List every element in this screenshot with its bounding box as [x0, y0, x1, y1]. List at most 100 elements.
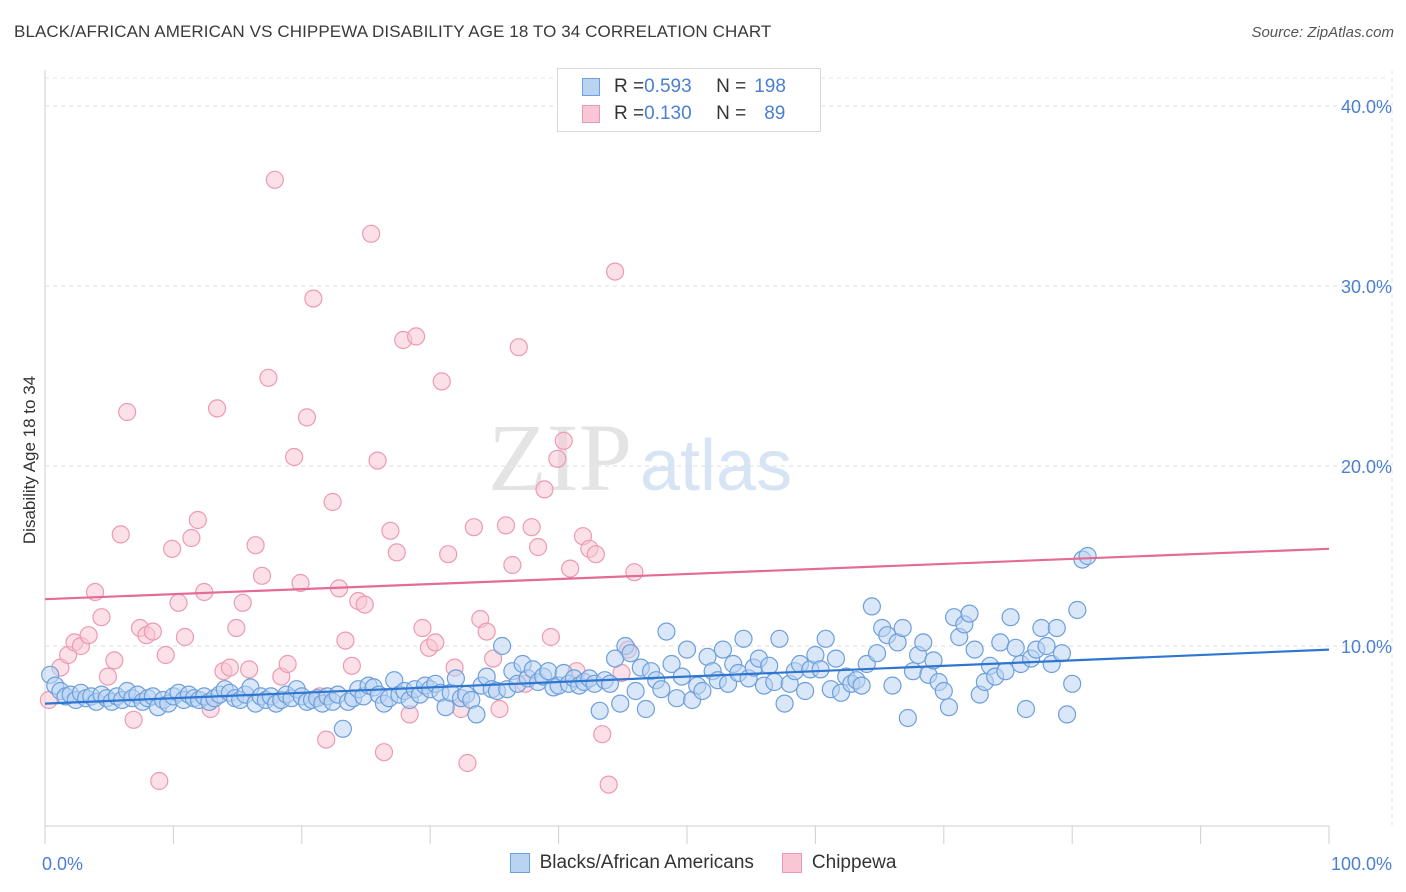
chippewa-point: [92, 608, 111, 627]
legend-item-chippewa: Chippewa: [781, 852, 896, 874]
black-point: [621, 644, 640, 663]
chippewa-point: [554, 431, 573, 450]
chippewa-point: [150, 771, 169, 791]
black-point: [1047, 618, 1066, 638]
black-point: [693, 681, 712, 701]
chippewa-point: [387, 543, 406, 562]
black-point: [934, 681, 953, 701]
chippewa-point: [233, 593, 252, 612]
black-point: [816, 629, 835, 648]
chippewa-point: [143, 622, 162, 641]
y-tick-label: 10.0%: [1341, 637, 1392, 657]
black-point: [765, 672, 784, 692]
y-tick-label: 20.0%: [1341, 457, 1392, 477]
black-point: [677, 640, 697, 659]
chippewa-point: [458, 753, 477, 773]
black-point: [636, 699, 656, 719]
black-point: [333, 719, 352, 738]
trend-line-black: [44, 648, 1330, 705]
chippewa-point: [220, 658, 239, 677]
black-point: [1037, 636, 1056, 656]
chippewa-point: [118, 402, 137, 422]
chippewa-point: [561, 559, 580, 578]
black-point: [965, 640, 984, 659]
black-point: [446, 669, 465, 688]
black-point: [657, 622, 676, 641]
black-point: [770, 629, 789, 648]
black-point: [611, 694, 630, 713]
chippewa-point: [432, 372, 451, 391]
source-credit: Source: ZipAtlas.com: [1251, 24, 1394, 41]
chippewa-point: [246, 536, 265, 555]
chippewa-point: [291, 573, 310, 593]
legend-row-black: R = 0.593 N = 198: [582, 75, 786, 99]
chippewa-point: [175, 627, 195, 647]
chippewa-point: [169, 593, 188, 612]
chippewa-point: [317, 730, 336, 749]
watermark: ZIP atlas: [488, 404, 792, 511]
chippewa-point: [599, 775, 618, 794]
tick-labels: 10.0% 20.0% 30.0% 40.0% 0.0% 100.0%: [42, 97, 1392, 874]
chippewa-point: [586, 545, 605, 564]
legend-n-value: 198: [754, 76, 786, 97]
black-point: [626, 681, 645, 701]
black-point: [1052, 644, 1072, 663]
black-point: [600, 674, 620, 693]
black-point: [796, 681, 815, 701]
chippewa-point: [297, 408, 317, 427]
black-point: [1032, 618, 1051, 638]
chart-title: BLACK/AFRICAN AMERICAN VS CHIPPEWA DISAB…: [14, 22, 772, 41]
black-point: [996, 662, 1015, 681]
black-point: [1078, 546, 1097, 566]
black-point: [1016, 699, 1036, 719]
black-point: [734, 629, 753, 648]
chippewa-point: [503, 555, 522, 575]
legend-r-label: R =: [614, 103, 645, 124]
black-point: [713, 640, 733, 659]
black-point: [1063, 674, 1082, 693]
chippewa-point: [528, 537, 548, 557]
chippewa-point: [98, 667, 118, 686]
black-point: [867, 644, 887, 663]
chippewa-point: [439, 545, 458, 564]
chippewa-point: [490, 699, 509, 719]
chippewa-point: [105, 651, 124, 670]
watermark-atlas: atlas: [640, 426, 792, 506]
chippewa-point: [259, 368, 278, 387]
chippewa-point: [188, 510, 207, 530]
chippewa-point: [368, 451, 387, 470]
chippewa-point: [336, 631, 355, 650]
chippewa-point: [156, 645, 175, 665]
chippewa-point: [535, 480, 554, 499]
black-point: [883, 676, 902, 695]
black-point: [662, 654, 681, 674]
chippewa-point: [207, 399, 227, 418]
legend-swatch-black: [582, 78, 600, 96]
chippewa-point: [374, 743, 394, 762]
legend-n-label: N =: [716, 76, 747, 97]
black-point: [760, 656, 779, 675]
black-point: [893, 618, 912, 638]
legend-n-value: 89: [764, 103, 786, 124]
chippewa-point: [362, 224, 381, 243]
black-point: [960, 604, 979, 623]
chippewa-point: [605, 262, 625, 281]
black-point: [939, 698, 959, 717]
chippewa-point: [252, 566, 272, 585]
black-point: [1057, 705, 1077, 724]
legend-swatch-chippewa: [582, 105, 600, 123]
legend-row-chippewa: R = 0.130 N = 89: [582, 102, 785, 126]
x-tick-label: 100.0%: [1331, 854, 1392, 874]
y-tick-label: 30.0%: [1341, 277, 1392, 297]
black-point: [991, 633, 1010, 652]
chippewa-point: [464, 518, 483, 537]
black-point: [898, 708, 917, 728]
legend-r-label: R =: [614, 76, 645, 97]
black-point: [652, 680, 671, 699]
legend-n-label: N =: [716, 103, 747, 124]
black-point: [775, 694, 794, 713]
legend-swatch-chippewa: [781, 853, 802, 873]
chippewa-point: [413, 618, 432, 638]
chippewa-point: [477, 622, 496, 641]
